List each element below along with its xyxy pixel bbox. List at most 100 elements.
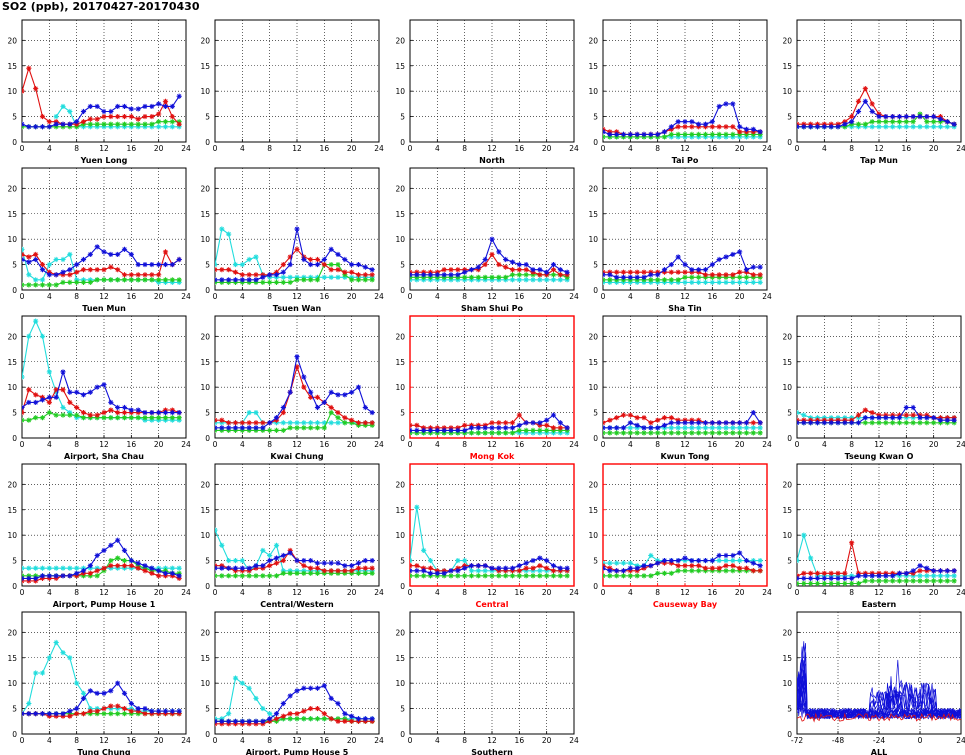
- y-tick-label: 20: [7, 480, 17, 489]
- data-point: [944, 568, 950, 574]
- x-tick-label: 20: [154, 292, 164, 301]
- data-point: [80, 119, 87, 125]
- data-point: [544, 417, 550, 423]
- data-point: [149, 121, 155, 127]
- data-point: [60, 103, 66, 110]
- data-point: [557, 420, 563, 426]
- x-tick-label: 12: [874, 588, 884, 597]
- data-point: [128, 708, 134, 714]
- data-point: [342, 256, 348, 263]
- data-point: [496, 249, 502, 255]
- data-point: [730, 124, 736, 130]
- data-point: [537, 272, 543, 278]
- x-tick-label: 12: [292, 440, 302, 449]
- data-point: [308, 420, 314, 426]
- data-point: [641, 573, 647, 579]
- data-point: [287, 711, 293, 717]
- data-point: [421, 568, 427, 574]
- data-point: [301, 425, 307, 431]
- y-tick-label: 20: [782, 480, 792, 489]
- data-point: [232, 675, 239, 681]
- data-point: [108, 563, 114, 569]
- y-tick-label: 10: [588, 531, 598, 540]
- data-point: [634, 430, 640, 436]
- data-point: [26, 399, 32, 406]
- data-point: [530, 420, 536, 426]
- series-group: [603, 249, 763, 285]
- data-point: [67, 389, 73, 395]
- data-point: [634, 565, 640, 571]
- data-point: [246, 272, 252, 278]
- data-point: [121, 272, 128, 278]
- data-point: [108, 557, 114, 564]
- data-point: [716, 103, 722, 110]
- data-point: [232, 565, 239, 571]
- panel-title: Yuen Long: [80, 156, 128, 165]
- data-point: [215, 573, 218, 579]
- data-point: [564, 565, 570, 571]
- x-tick-label: -72: [791, 736, 803, 745]
- data-point: [219, 417, 225, 423]
- data-point: [273, 427, 280, 433]
- data-point: [362, 272, 368, 278]
- y-tick-label: 0: [787, 582, 792, 591]
- y-tick-label: 20: [7, 36, 17, 45]
- data-point: [828, 580, 834, 586]
- data-point: [253, 420, 259, 426]
- x-tick-label: 24: [181, 440, 191, 449]
- data-point: [737, 430, 743, 436]
- x-tick-label: 4: [628, 440, 633, 449]
- data-point: [342, 711, 348, 717]
- x-tick-label: 4: [47, 736, 52, 745]
- data-point: [169, 409, 175, 416]
- data-point: [675, 563, 681, 569]
- data-point: [314, 565, 321, 571]
- data-point: [634, 269, 640, 275]
- y-tick-label: 15: [588, 506, 598, 515]
- data-point: [509, 573, 516, 579]
- data-point: [128, 407, 134, 413]
- series-line-blue: [797, 100, 955, 128]
- y-tick-label: 10: [200, 87, 210, 96]
- y-tick-label: 15: [782, 654, 792, 663]
- data-point: [883, 578, 889, 584]
- series-line-blue: [603, 552, 761, 572]
- series-line-cyan: [410, 507, 568, 572]
- data-point: [115, 251, 121, 258]
- data-point: [267, 427, 273, 433]
- data-point: [682, 563, 688, 569]
- data-point: [723, 279, 729, 285]
- x-tick-label: 16: [902, 144, 912, 153]
- data-point: [308, 716, 314, 722]
- data-point: [308, 277, 314, 283]
- data-point: [743, 126, 750, 132]
- data-point: [226, 267, 232, 273]
- x-tick-label: 16: [320, 588, 330, 597]
- data-point: [301, 570, 307, 576]
- x-tick-label: 20: [542, 144, 552, 153]
- data-point: [924, 119, 930, 125]
- data-point: [682, 124, 688, 130]
- series-group: [410, 504, 570, 579]
- data-point: [641, 425, 647, 431]
- data-point: [287, 550, 293, 556]
- series-line-blue: [215, 354, 373, 429]
- data-point: [355, 420, 362, 426]
- data-point: [239, 261, 245, 268]
- y-tick-label: 5: [593, 557, 598, 566]
- x-tick-label: 16: [708, 588, 718, 597]
- data-point: [342, 568, 348, 574]
- series-group: [215, 354, 375, 433]
- data-point: [33, 282, 39, 288]
- x-tick-label: 4: [435, 292, 440, 301]
- x-tick-label: 4: [47, 292, 52, 301]
- data-point: [60, 404, 66, 411]
- data-point: [607, 425, 613, 431]
- data-point: [743, 430, 750, 436]
- data-point: [39, 333, 46, 339]
- data-point: [503, 420, 509, 426]
- data-point: [462, 573, 468, 579]
